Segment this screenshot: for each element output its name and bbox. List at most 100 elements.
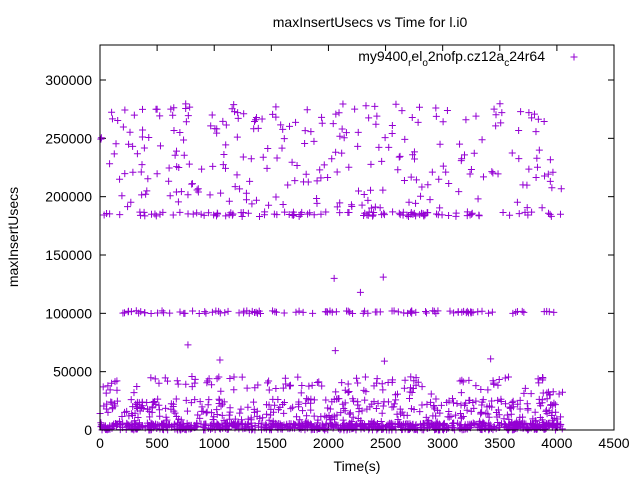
data-point [361,396,369,404]
data-point [353,374,361,382]
data-point [513,198,521,206]
data-point [332,148,340,156]
data-point [226,374,234,382]
data-point [346,409,354,417]
data-point [338,125,346,133]
legend-label-part: my9400 [358,48,408,64]
data-point [373,112,381,120]
data-point [537,402,545,410]
data-point [557,413,565,421]
data-point [369,421,377,429]
data-point [307,395,315,403]
data-point [206,422,214,430]
data-point [433,418,441,426]
data-point [210,211,218,219]
data-point [271,401,279,409]
data-point [298,420,306,428]
data-point [361,373,369,381]
data-point [239,153,247,161]
data-point [418,183,426,191]
data-point [218,411,226,419]
data-point [419,210,427,218]
data-point [414,118,422,126]
data-point [303,106,311,114]
data-point [455,188,463,196]
data-point [459,378,467,386]
data-point [394,166,402,174]
data-point [462,399,470,407]
data-point [405,395,413,403]
data-point [435,175,443,183]
data-point [475,211,483,219]
data-point [469,399,477,407]
data-point [424,181,432,189]
data-point [187,399,195,407]
data-point [129,168,137,176]
data-point [250,405,258,413]
data-point [530,110,538,118]
data-point [506,403,514,411]
data-point [347,201,355,209]
data-point [100,402,108,410]
data-point [515,210,523,218]
data-point [110,422,118,430]
data-point [388,403,396,411]
data-point [545,308,553,316]
data-point [346,308,354,316]
data-point [449,419,457,427]
data-point [273,421,281,429]
data-point [281,374,289,382]
data-point [256,310,264,318]
data-point [130,111,138,119]
data-point [372,404,380,412]
data-point [359,422,367,430]
data-point [135,419,143,427]
legend-marker [570,53,578,61]
data-point [138,191,146,199]
data-point [398,421,406,429]
data-point [182,396,190,404]
data-point [244,209,252,217]
data-point [408,114,416,122]
data-point [516,405,524,413]
data-point [206,191,214,199]
data-point [180,136,188,144]
data-point [466,211,474,219]
data-point [354,414,362,422]
data-point [309,309,317,317]
data-point [470,404,478,412]
data-point [369,211,377,219]
data-point [267,411,275,419]
data-point [140,144,148,152]
data-point [472,397,480,405]
data-point [379,273,387,281]
data-point [166,309,174,317]
data-point [436,140,444,148]
data-point [340,404,348,412]
data-point [141,309,149,317]
data-point [318,113,326,121]
data-point [275,419,283,427]
data-point [137,404,145,412]
data-point [227,419,235,427]
data-point [182,118,190,126]
data-point [173,412,181,420]
data-point [139,126,147,134]
x-tick-label: 2500 [370,435,401,451]
data-point [298,382,306,390]
data-point [515,126,523,134]
data-point [527,419,535,427]
data-point [557,185,565,193]
data-point [310,396,318,404]
data-point [520,389,528,397]
data-point [147,374,155,382]
data-point [97,134,105,142]
data-point [356,288,364,296]
data-point [140,208,148,216]
data-point [283,422,291,430]
data-point [119,123,127,131]
legend-label-part: 2nofp.cz12a [428,48,504,64]
data-point [176,208,184,216]
data-point [291,177,299,185]
data-point [304,178,312,186]
